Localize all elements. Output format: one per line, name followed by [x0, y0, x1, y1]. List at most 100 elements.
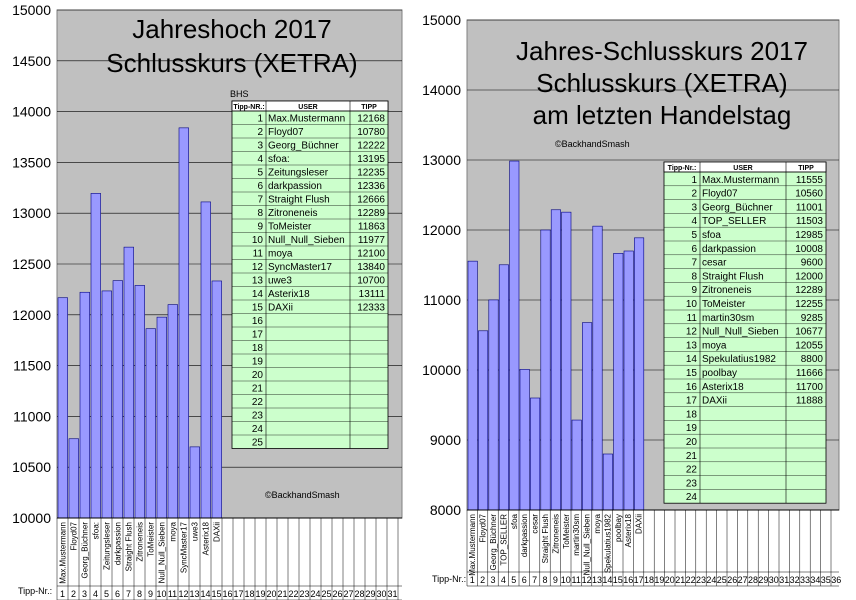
category-label: TOP_SELLER — [499, 514, 508, 566]
table-cell-num: 5 — [691, 230, 697, 241]
tipp-number: 8 — [542, 575, 547, 585]
table-cell-num: 4 — [257, 154, 263, 165]
bar — [211, 280, 222, 519]
table-cell-user: Straight Flush — [268, 195, 330, 206]
table-cell-user: darkpassion — [702, 244, 756, 255]
tipp-number: 30 — [769, 575, 779, 585]
bar — [634, 237, 645, 511]
table-cell-tipp: 12333 — [357, 303, 385, 314]
bar — [68, 438, 79, 519]
table-cell-num: 16 — [686, 382, 698, 393]
category-label: Zitroneneis — [136, 522, 145, 562]
table-cell-num: 7 — [257, 195, 263, 206]
tipp-number: 22 — [288, 589, 298, 599]
table-cell-user: ToMeister — [702, 299, 746, 310]
bar — [602, 453, 613, 511]
tipp-number: 12 — [178, 589, 188, 599]
table-cell-tipp: 12000 — [795, 271, 823, 282]
category-label: Spekulatius1982 — [603, 513, 612, 573]
bar — [79, 291, 90, 519]
tipp-number: 8 — [137, 589, 142, 599]
table-cell-tipp: 12985 — [795, 230, 823, 241]
table-cell-tipp: 11555 — [796, 175, 824, 186]
category-label: Max.Mustermann — [468, 514, 477, 576]
table-cell-num: 11 — [253, 249, 264, 260]
tipp-number: 36 — [831, 575, 841, 585]
table-cell-user: Max.Mustermann — [702, 175, 779, 186]
tipp-number: 12 — [582, 575, 592, 585]
table-cell-num: 19 — [252, 357, 264, 368]
chart-1: 10000 10500 11000 11500 12000 12500 13000 13500… — [12, 2, 403, 600]
table-cell-tipp: 11863 — [358, 222, 386, 233]
credit-text: ©BackhandSmash — [555, 139, 630, 149]
tipp-number: 23 — [299, 589, 309, 599]
tipp-number: 15 — [211, 589, 221, 599]
y-tick-label: 13000 — [12, 205, 51, 221]
bar — [561, 211, 572, 511]
table-cell-tipp: 10780 — [357, 127, 385, 138]
bar — [57, 297, 68, 519]
table-cell-num: 13 — [252, 276, 264, 287]
table-cell-num: 16 — [252, 316, 264, 327]
table-header-cell: USER — [733, 165, 752, 172]
bar — [592, 225, 603, 511]
watermark: BHS — [230, 89, 249, 99]
y-tick-label: 12000 — [12, 307, 51, 323]
table-cell-tipp: 11001 — [796, 202, 824, 213]
bar — [189, 446, 200, 519]
table-cell-tipp: 11503 — [796, 216, 824, 227]
data-table — [231, 100, 389, 449]
bar — [478, 330, 489, 511]
tipp-number: 14 — [200, 589, 210, 599]
table-cell-tipp: 13840 — [357, 262, 385, 273]
category-label: sfoa — [510, 513, 519, 529]
bar — [200, 201, 211, 519]
credit-text: ©BackhandSmash — [265, 490, 340, 500]
table-cell-tipp: 10677 — [795, 327, 823, 338]
table-cell-user: Zeitungsleser — [268, 168, 329, 179]
tipp-number: 20 — [665, 575, 675, 585]
table-cell-num: 18 — [686, 409, 698, 420]
tipp-number: 1 — [60, 589, 65, 599]
category-label: Georg_Büchner — [81, 522, 90, 579]
y-tick-label: 13000 — [422, 152, 461, 168]
table-cell-num: 2 — [691, 189, 697, 200]
table-cell-num: 8 — [257, 208, 263, 219]
category-label: sfoa: — [92, 522, 101, 539]
category-label: SyncMaster17 — [180, 521, 189, 573]
y-tick-label: 10000 — [422, 362, 461, 378]
table-cell-user: darkpassion — [268, 181, 322, 192]
table-cell-num: 14 — [686, 354, 698, 365]
bar — [101, 290, 112, 519]
tipp-number: 24 — [310, 589, 320, 599]
tipp-number: 17 — [634, 575, 644, 585]
table-cell-tipp: 12100 — [357, 249, 385, 260]
bar — [134, 285, 145, 519]
tipp-number: 13 — [189, 589, 199, 599]
table-cell-num: 17 — [252, 330, 264, 341]
table-cell-user: DAXii — [702, 396, 727, 407]
table-cell-tipp: 8800 — [801, 354, 824, 365]
table-cell-num: 22 — [252, 397, 264, 408]
table-cell-user: Georg_Büchner — [702, 202, 773, 213]
table-cell-tipp: 12289 — [795, 285, 823, 296]
tipp-number: 1 — [470, 575, 475, 585]
table-cell-num: 7 — [691, 258, 697, 269]
table-cell-num: 6 — [257, 181, 263, 192]
table-cell-user: Floyd07 — [702, 189, 738, 200]
tipp-number: 35 — [821, 575, 831, 585]
table-cell-num: 10 — [252, 235, 264, 246]
y-tick-label: 10000 — [12, 510, 51, 526]
tipp-number: 21 — [675, 575, 685, 585]
table-cell-tipp: 9285 — [801, 313, 824, 324]
table-header-cell: Tipp-Nr.: — [668, 165, 697, 172]
tipp-number: 18 — [244, 589, 254, 599]
category-label: Null_Null_Sieben — [158, 522, 167, 583]
tipp-number: 28 — [748, 575, 758, 585]
table-cell-num: 10 — [686, 299, 698, 310]
tipp-number: 18 — [644, 575, 654, 585]
tipp-number: 2 — [71, 589, 76, 599]
category-label: ToMeister — [147, 522, 156, 557]
tipp-number: 29 — [365, 589, 375, 599]
y-tick-label: 11000 — [423, 292, 461, 308]
